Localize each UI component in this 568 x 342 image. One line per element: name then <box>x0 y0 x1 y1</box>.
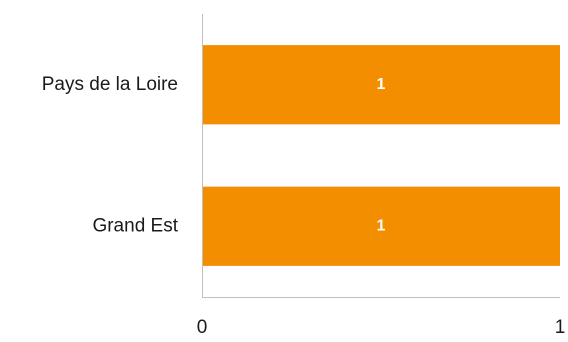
bar <box>202 45 560 125</box>
category-labels: Pays de la Loire Grand Est <box>42 74 179 237</box>
bars-group <box>202 45 560 266</box>
data-label: 1 <box>377 76 386 93</box>
bar <box>202 186 560 266</box>
x-tick-label: 0 <box>197 317 208 338</box>
category-label: Pays de la Loire <box>42 74 178 95</box>
x-tick-label: 1 <box>555 317 566 338</box>
category-label: Grand Est <box>92 215 178 236</box>
data-labels: 11 <box>377 76 386 235</box>
data-label: 1 <box>377 217 386 234</box>
